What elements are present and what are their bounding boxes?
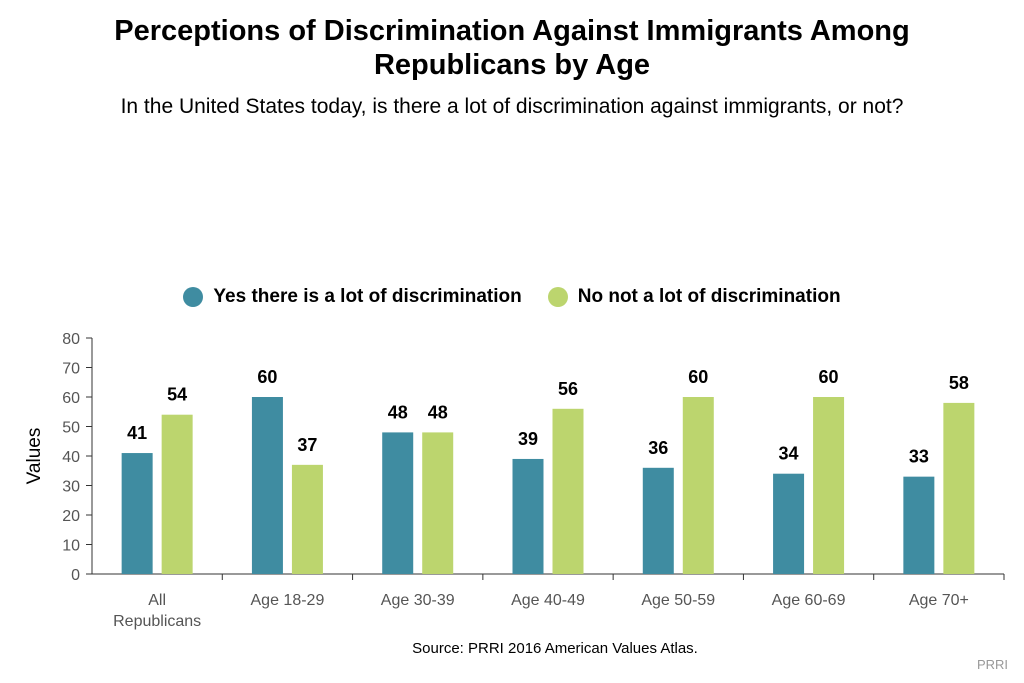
bar-yes	[512, 458, 544, 574]
y-tick-label: 80	[62, 331, 80, 348]
y-tick-label: 0	[71, 567, 80, 584]
bar-value-label: 48	[388, 402, 408, 422]
bar-yes	[251, 397, 283, 574]
legend-item-yes[interactable]: Yes there is a lot of discrimination	[183, 286, 522, 308]
chart-title: Perceptions of Discrimination Against Im…	[114, 15, 910, 81]
legend-dot-yes	[183, 287, 204, 307]
bar-yes	[903, 476, 935, 574]
bar-no	[161, 414, 193, 574]
x-tick-label: Age 18-29	[251, 592, 325, 609]
y-axis-label: Values	[24, 428, 45, 485]
credit-label: PRRI	[976, 657, 1008, 672]
bar-yes	[642, 467, 674, 574]
bar-no	[813, 397, 845, 574]
bar-value-label: 41	[127, 423, 147, 443]
bar-value-label: 37	[297, 435, 317, 455]
bar-value-label: 33	[909, 447, 929, 467]
x-tick-label: All Republicans	[113, 592, 201, 630]
x-tick-label: Age 50-59	[641, 592, 715, 609]
bar-value-label: 34	[779, 444, 799, 464]
bar-value-label: 60	[819, 367, 839, 387]
bar-value-label: 58	[949, 373, 969, 393]
bar-value-label: 60	[257, 367, 277, 387]
legend-item-no[interactable]: No not a lot of discrimination	[547, 286, 841, 308]
y-tick-label: 70	[62, 361, 80, 378]
bar-no	[943, 402, 975, 574]
bar-value-label: 39	[518, 429, 538, 449]
bar-value-label: 36	[648, 438, 668, 458]
bar-value-label: 56	[558, 379, 578, 399]
legend-label-yes: Yes there is a lot of discrimination	[213, 286, 522, 307]
y-tick-label: 50	[62, 420, 80, 437]
bar-yes	[773, 473, 805, 574]
x-tick-label: Age 40-49	[511, 592, 585, 609]
y-tick-label: 30	[62, 479, 80, 496]
bar-yes	[121, 453, 153, 574]
bar-value-label: 48	[428, 402, 448, 422]
legend-label-no: No not a lot of discrimination	[577, 286, 841, 307]
y-tick-label: 10	[62, 538, 80, 555]
y-tick-label: 40	[62, 449, 80, 466]
bar-no	[291, 464, 323, 574]
x-tick-label: Age 70+	[909, 592, 969, 609]
legend-dot-no	[547, 287, 568, 307]
chart-subtitle: In the United States today, is there a l…	[120, 95, 904, 118]
bar-no	[682, 397, 714, 574]
y-tick-label: 60	[62, 390, 80, 407]
source-note: Source: PRRI 2016 American Values Atlas.	[412, 640, 698, 657]
bar-no	[422, 432, 454, 574]
x-tick-label: Age 60-69	[772, 592, 846, 609]
bar-value-label: 54	[167, 385, 187, 405]
bar-no	[552, 408, 584, 574]
x-tick-label: Age 30-39	[381, 592, 455, 609]
legend: Yes there is a lot of discrimination No …	[0, 286, 1024, 308]
bar-yes	[382, 432, 414, 574]
bar-value-label: 60	[688, 367, 708, 387]
y-tick-label: 20	[62, 508, 80, 525]
